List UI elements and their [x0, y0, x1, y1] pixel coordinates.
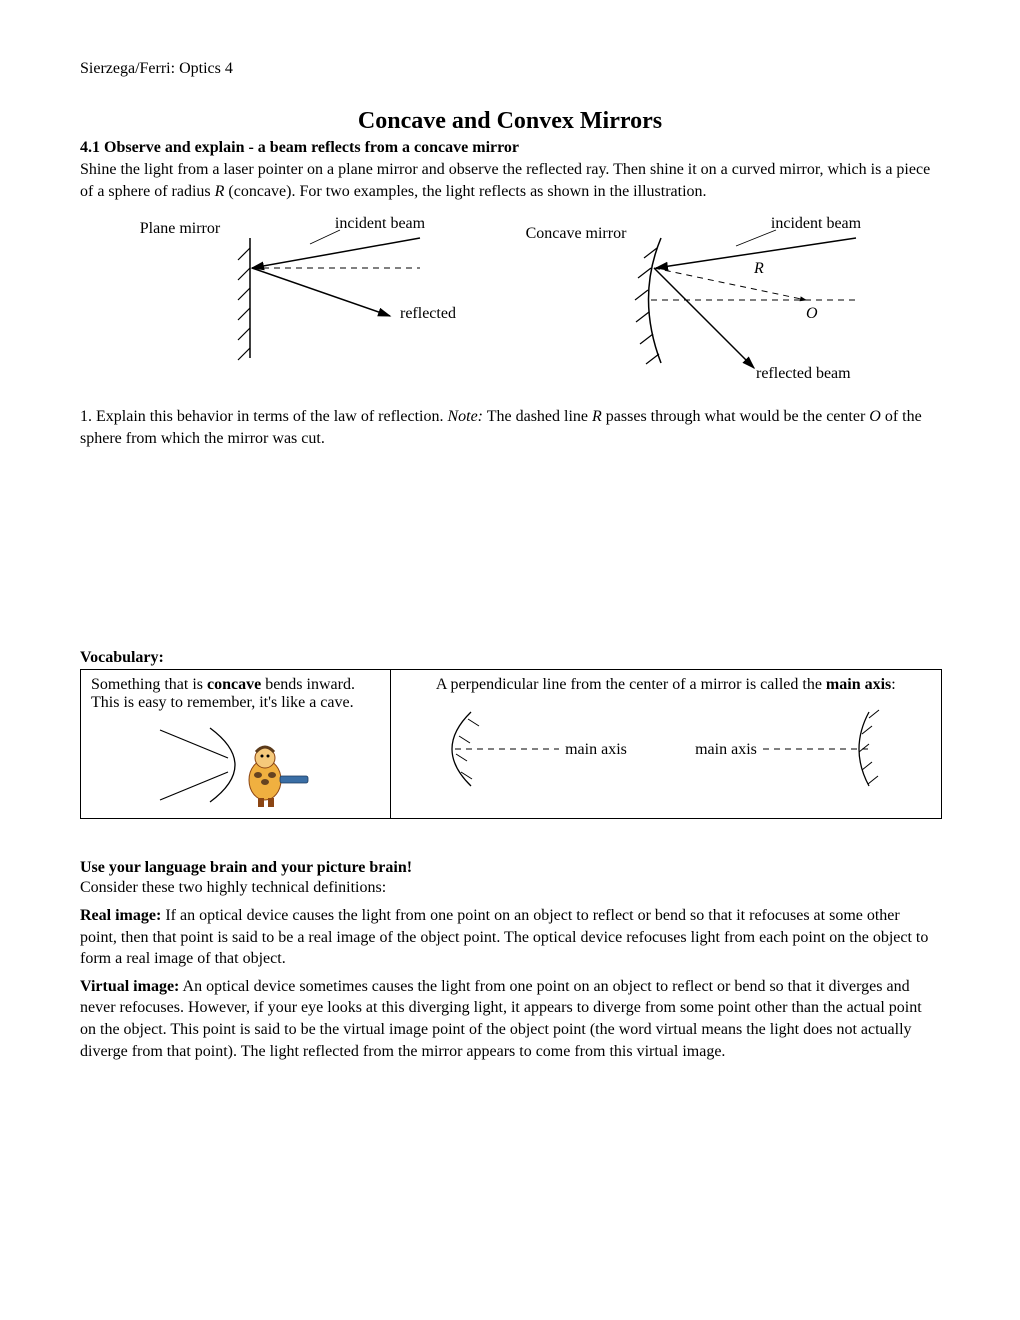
- virtual-label: Virtual image:: [80, 978, 179, 995]
- axis-label-2: main axis: [695, 741, 757, 758]
- concave-mirror-diagram: Concave mirror incident beam R O reflect…: [496, 208, 916, 388]
- cave-illustration: [91, 720, 380, 810]
- q1-O: O: [869, 408, 881, 425]
- section-41-heading: 4.1 Observe and explain - a beam reflect…: [80, 139, 940, 157]
- concave-label: Concave mirror: [526, 225, 628, 242]
- O-label: O: [806, 305, 818, 322]
- header-text: Sierzega/Ferri: Optics 4: [80, 60, 233, 77]
- intro-R: R: [215, 183, 225, 200]
- vocab-heading: Vocabulary:: [80, 649, 940, 667]
- intro-post: (concave). For two examples, the light r…: [224, 183, 706, 200]
- plane-mirror-diagram: Plane mirror incident beam reflected bea…: [80, 208, 460, 388]
- incident-label: incident beam: [335, 215, 426, 232]
- R-label: R: [753, 260, 764, 277]
- vocab-left-pre: Something that is: [91, 676, 207, 693]
- vocab-right-cell: A perpendicular line from the center of …: [391, 670, 941, 818]
- question-1: 1. Explain this behavior in terms of the…: [80, 406, 940, 449]
- q1-R: R: [592, 408, 602, 425]
- reflected-label-2: reflected beam: [756, 365, 851, 382]
- vocab-right-text: A perpendicular line from the center of …: [401, 676, 931, 694]
- page-title: Concave and Convex Mirrors: [80, 108, 940, 135]
- vocab-table: Something that is concave bends inward. …: [80, 669, 942, 819]
- vocab-left-cell: Something that is concave bends inward. …: [81, 670, 391, 818]
- vocab-left-text: Something that is concave bends inward. …: [91, 676, 380, 712]
- brain-consider: Consider these two highly technical defi…: [80, 877, 940, 899]
- vocab-left-bold: concave: [207, 676, 261, 693]
- vocab-right-bold: main axis: [826, 676, 891, 693]
- real-label: Real image:: [80, 907, 161, 924]
- diagram-row: Plane mirror incident beam reflected bea…: [80, 208, 940, 388]
- vocab-right-pre: A perpendicular line from the center of …: [436, 676, 826, 693]
- main-axis-diagrams: main axis main axis: [401, 704, 931, 794]
- axis-label-1: main axis: [565, 741, 627, 758]
- page-header: Sierzega/Ferri: Optics 4: [80, 60, 940, 78]
- real-image-def: Real image: If an optical device causes …: [80, 905, 940, 970]
- plane-label: Plane mirror: [140, 220, 221, 237]
- q1-pre: 1. Explain this behavior in terms of the…: [80, 408, 447, 425]
- section-41-intro: Shine the light from a laser pointer on …: [80, 159, 940, 202]
- q1-mid: passes through what would be the center: [602, 408, 869, 425]
- incident-label-2: incident beam: [771, 215, 862, 232]
- brain-heading: Use your language brain and your picture…: [80, 859, 940, 877]
- virtual-image-def: Virtual image: An optical device sometim…: [80, 976, 940, 1062]
- reflected-label: reflected beam: [400, 305, 460, 322]
- vocab-right-post: :: [891, 676, 895, 693]
- real-text: If an optical device causes the light fr…: [80, 907, 928, 967]
- brain-section: Use your language brain and your picture…: [80, 859, 940, 1062]
- q1-note-label: Note:: [447, 408, 483, 425]
- virtual-text: An optical device sometimes causes the l…: [80, 978, 922, 1060]
- q1-note-pre: The dashed line: [483, 408, 592, 425]
